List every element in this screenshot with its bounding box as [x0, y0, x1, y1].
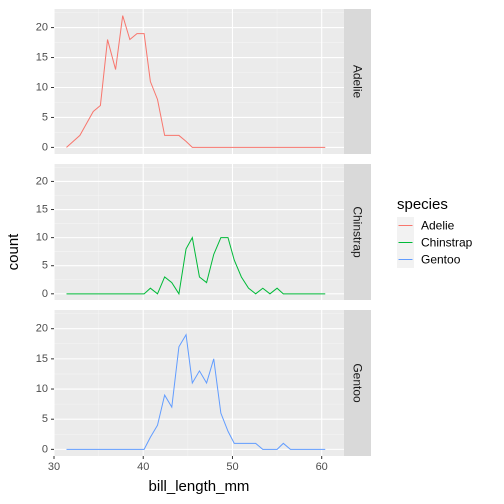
x-tick-label: 50: [226, 461, 238, 473]
legend-label: Chinstrap: [421, 236, 473, 250]
legend: species Adelie Chinstrap Gentoo: [397, 196, 473, 268]
x-tick-label: 40: [137, 461, 149, 473]
facet-panels: Adelie Chinstrap Gentoo: [53, 9, 371, 456]
y-tick-label: 15: [36, 204, 48, 216]
panel-background: [54, 9, 344, 154]
panel-background: [54, 164, 344, 300]
panel-adelie: Adelie: [53, 9, 371, 154]
y-axis-title: count: [5, 233, 22, 271]
facet-strip: [344, 310, 371, 456]
axes: 0 5 10 15 20 0 5 10 15 20 0 5 10 15 20 30 40 50 60: [36, 22, 328, 473]
y-tick-label: 10: [36, 232, 48, 244]
facet-strip-label: Adelie: [351, 65, 365, 99]
y-tick-label: 10: [36, 81, 48, 93]
legend-title: species: [397, 196, 448, 213]
facet-strip-label: Gentoo: [351, 363, 365, 403]
y-tick-label: 0: [42, 141, 48, 153]
y-tick-label: 0: [42, 443, 48, 455]
panel-chinstrap: Chinstrap: [53, 164, 371, 300]
legend-item-chinstrap: Chinstrap: [397, 234, 473, 251]
y-tick-label: 15: [36, 52, 48, 64]
series-line-chinstrap: [66, 236, 326, 296]
x-tick-label: 30: [48, 461, 60, 473]
y-tick-label: 5: [42, 111, 48, 123]
panel-background: [54, 310, 344, 456]
y-tick-label: 20: [36, 175, 48, 187]
legend-label: Gentoo: [421, 253, 461, 267]
series-line-adelie: [66, 15, 326, 148]
legend-item-gentoo: Gentoo: [397, 251, 461, 268]
y-tick-label: 15: [36, 353, 48, 365]
y-tick-label: 10: [36, 383, 48, 395]
x-tick-label: 60: [316, 461, 328, 473]
facet-strip: [344, 164, 371, 300]
legend-label: Adelie: [421, 219, 455, 233]
series-line-gentoo: [66, 333, 326, 450]
y-tick-label: 5: [42, 260, 48, 272]
y-tick-label: 20: [36, 22, 48, 34]
y-tick-label: 5: [42, 413, 48, 425]
x-axis-title: bill_length_mm: [149, 478, 250, 495]
facet-strip-label: Chinstrap: [351, 206, 365, 258]
facet-strip: [344, 9, 371, 154]
legend-item-adelie: Adelie: [397, 217, 455, 234]
y-tick-label: 0: [42, 288, 48, 300]
y-tick-label: 20: [36, 323, 48, 335]
panel-gentoo: Gentoo: [53, 310, 371, 456]
legend-items: Adelie Chinstrap Gentoo: [397, 217, 473, 268]
